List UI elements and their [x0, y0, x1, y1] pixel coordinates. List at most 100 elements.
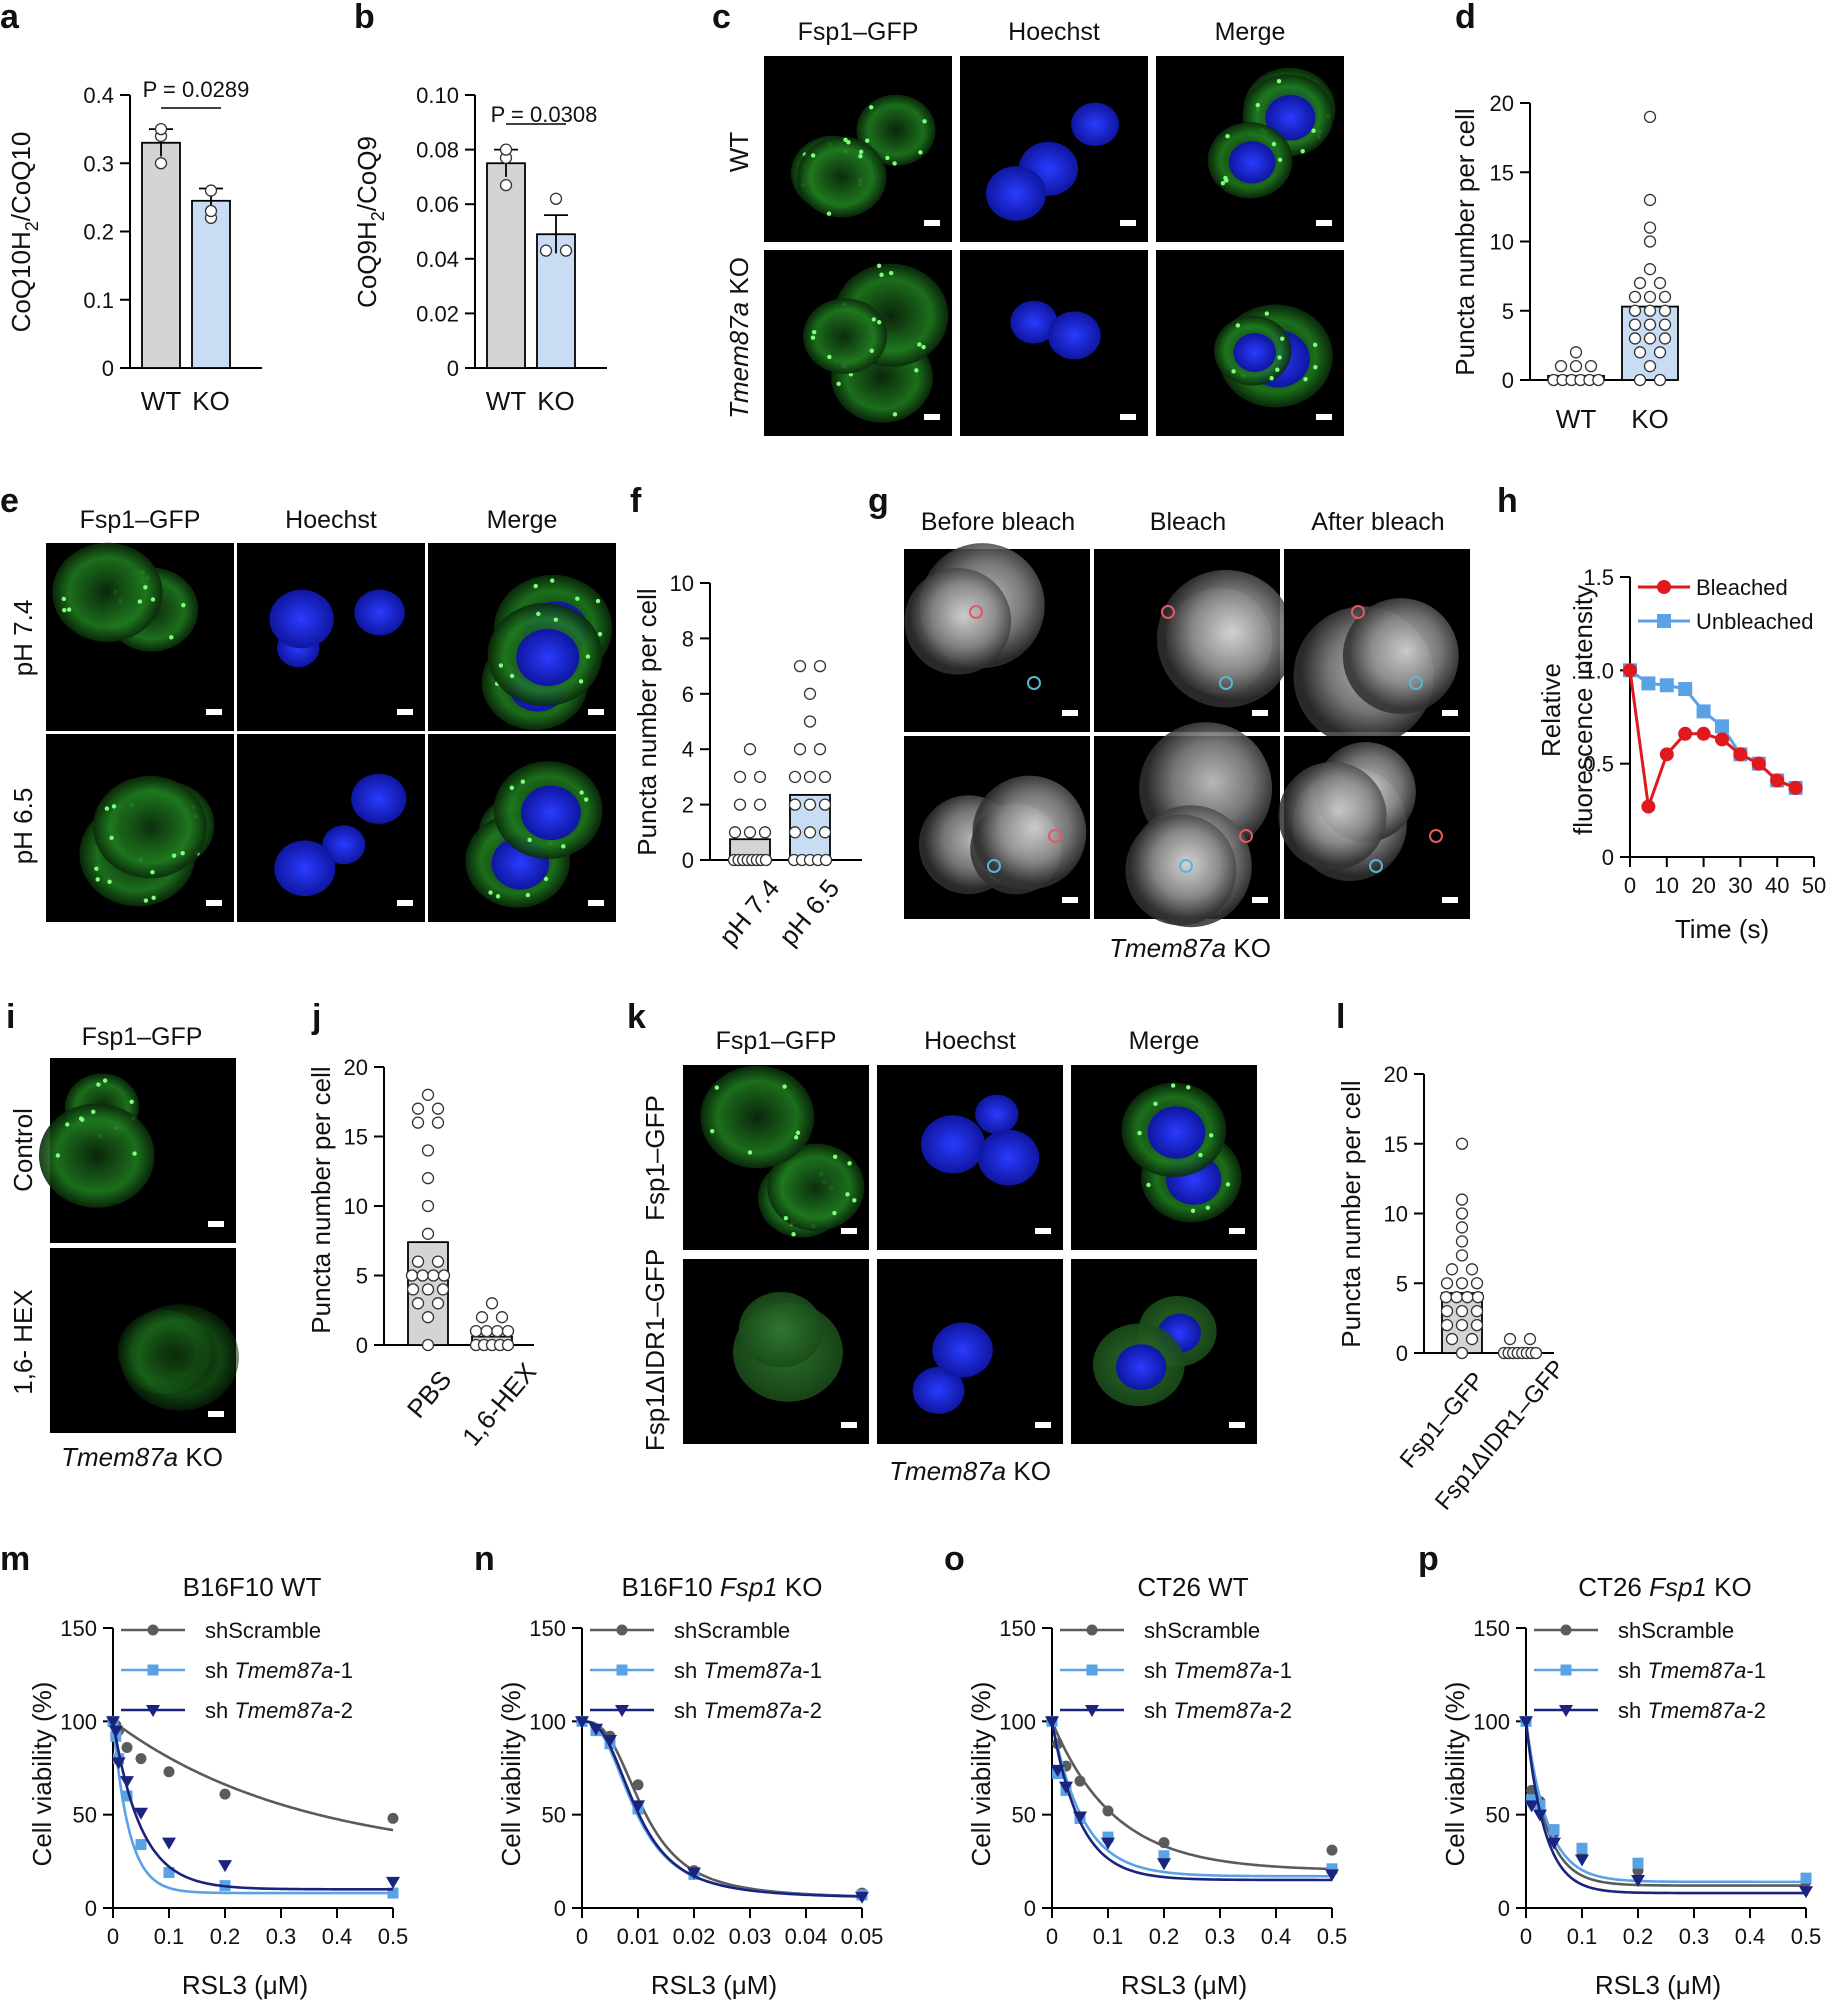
fit-curve: [1050, 1720, 1333, 1871]
cell-nucleus: [351, 773, 407, 824]
micrograph-g-r1-c0: [904, 736, 1090, 919]
cell-cytoplasm: [797, 136, 887, 218]
data-point: [491, 1324, 504, 1338]
puncta: [879, 272, 884, 278]
scale-bar: [1062, 710, 1078, 716]
data-point: [1523, 1332, 1537, 1346]
data-point: [1643, 290, 1657, 304]
data-point: [1770, 773, 1785, 788]
x-tick-label: 0.5: [378, 1924, 409, 1949]
puncta: [791, 1232, 796, 1237]
y-tick-label: 0: [554, 1896, 566, 1921]
fit-curve: [581, 1720, 863, 1898]
legend-marker: [616, 1624, 628, 1636]
series-line: [1628, 670, 1797, 808]
y-tick-label: 150: [1473, 1616, 1510, 1641]
puncta: [852, 1198, 857, 1203]
column-header: Fsp1–GFP: [798, 18, 919, 46]
row-label: 1,6- HEX: [8, 1289, 38, 1395]
data-point: [1641, 799, 1656, 814]
data-point: [1450, 1291, 1463, 1304]
puncta: [171, 853, 177, 858]
y-axis-label: Puncta number per cell: [632, 588, 662, 855]
data-point: [1643, 235, 1657, 248]
cell-cytoplasm: [803, 298, 888, 374]
data-point: [108, 1725, 123, 1738]
puncta: [1137, 1130, 1142, 1136]
puncta: [536, 611, 541, 617]
chart-f: 0 2 4 6 8 10: [670, 571, 862, 873]
puncta: [495, 894, 501, 899]
y-tick-label: 0: [1396, 1341, 1408, 1366]
x-tick-label: KO: [1631, 404, 1669, 434]
data-point: [1465, 1263, 1479, 1276]
puncta: [94, 866, 99, 871]
legend-label: sh Tmem87a-1: [1144, 1658, 1292, 1683]
bar-a-1: [191, 199, 231, 369]
legend-label: shScramble: [205, 1618, 321, 1643]
legend-marker: [616, 1664, 628, 1676]
data-point: [803, 715, 817, 728]
puncta: [1276, 78, 1282, 84]
puncta: [918, 150, 923, 155]
data-point: [1050, 1764, 1065, 1777]
data-point: [1623, 663, 1637, 678]
y-tick-label: 0: [1502, 368, 1514, 393]
panel-label-f: f: [630, 482, 642, 520]
x-tick-label: 0.4: [1735, 1924, 1766, 1949]
data-point: [1633, 276, 1647, 290]
data-point: [1633, 373, 1647, 387]
puncta: [143, 585, 148, 590]
puncta: [783, 1215, 789, 1221]
legend-label: sh Tmem87a-1: [674, 1658, 822, 1683]
micrograph-e-r1-c2: [428, 734, 616, 922]
legend-marker: [1657, 614, 1671, 628]
data-point: [1455, 1277, 1469, 1290]
y-tick-label: 150: [60, 1616, 97, 1641]
data-point: [803, 798, 817, 811]
y-tick-label: 15: [1490, 160, 1514, 185]
y-tick-label: 10: [1490, 230, 1514, 255]
micrograph-e-r0-c1: [237, 543, 425, 731]
data-point: [1653, 276, 1667, 290]
data-point: [753, 798, 767, 811]
puncta: [1208, 1133, 1214, 1138]
data-point: [818, 770, 832, 784]
puncta: [1225, 1182, 1231, 1187]
x-tick-label: pH 7.4: [713, 873, 785, 951]
scale-bar: [1035, 1422, 1051, 1428]
y-tick-label: 50: [73, 1803, 97, 1828]
data-point: [803, 826, 817, 839]
puncta: [1225, 133, 1230, 139]
data-point: [819, 853, 833, 867]
micrograph-k-r0-c2: [1071, 1065, 1257, 1250]
row-label: Fsp1–GFP: [640, 1095, 670, 1221]
chart-title-p: CT26 Fsp1 KO: [1578, 1572, 1751, 1602]
puncta: [858, 149, 864, 154]
legend-marker: [1560, 1624, 1572, 1636]
data-point: [469, 1324, 483, 1338]
micrograph-c-r1-c1: [960, 250, 1148, 436]
y-tick-label: 0: [102, 356, 114, 381]
data-point: [603, 1735, 617, 1747]
puncta: [892, 161, 897, 166]
data-point: [204, 184, 218, 197]
puncta: [595, 598, 601, 604]
puncta: [847, 1161, 852, 1166]
data-point: [1440, 1318, 1454, 1332]
x-tick-label: KO: [537, 386, 575, 416]
scale-bar: [397, 900, 413, 906]
y-tick-label: 0: [1498, 1896, 1510, 1921]
data-point: [421, 1199, 435, 1213]
data-point: [803, 770, 817, 784]
data-point: [1576, 1842, 1588, 1854]
data-point: [1569, 359, 1583, 373]
puncta: [871, 317, 877, 322]
legend-marker: [1086, 1664, 1098, 1676]
cell-nucleus: [977, 1129, 1040, 1186]
data-point: [411, 1255, 425, 1268]
legend-marker: [1085, 1705, 1099, 1717]
fit-curve: [111, 1721, 393, 1891]
chart-a: 0 0.1 0.2 0.3 0.4: [83, 83, 262, 381]
data-point: [813, 743, 827, 756]
